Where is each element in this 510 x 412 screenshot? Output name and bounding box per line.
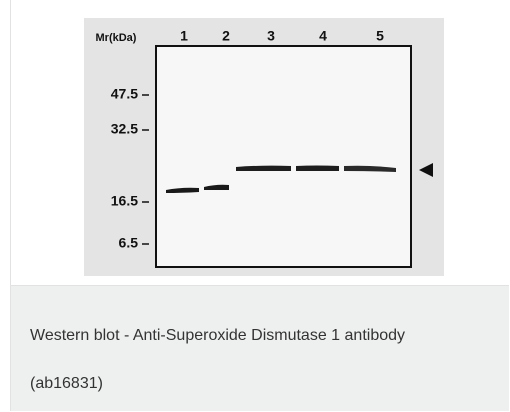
lane-label: 1 [180, 28, 188, 44]
blot-frame [156, 46, 411, 267]
marker-label: 47.5 [111, 86, 138, 102]
lane-label: 3 [267, 28, 275, 44]
lane-label: 4 [319, 28, 327, 44]
caption-area: Western blot - Anti-Superoxide Dismutase… [11, 286, 509, 411]
page: {"figure": {"mr_label": "Mr(kDa)", "lane… [0, 0, 510, 412]
marker-label: 32.5 [111, 121, 138, 137]
lane-label: 2 [222, 28, 230, 44]
band [236, 166, 291, 171]
western-blot-image: Mr(kDa) 1 2 3 4 5 47.5 32.5 16.5 6.5 [11, 0, 509, 285]
marker-label: 16.5 [111, 193, 138, 209]
marker-label: 6.5 [119, 235, 139, 251]
figure-area: Mr(kDa) 1 2 3 4 5 47.5 32.5 16.5 6.5 [11, 0, 509, 286]
band [296, 166, 339, 172]
lane-label: 5 [376, 28, 384, 44]
caption-text: Western blot - Anti-Superoxide Dismutase… [30, 312, 460, 408]
mr-label: Mr(kDa) [96, 32, 137, 44]
figure-card: Mr(kDa) 1 2 3 4 5 47.5 32.5 16.5 6.5 Western bl… [10, 0, 509, 411]
